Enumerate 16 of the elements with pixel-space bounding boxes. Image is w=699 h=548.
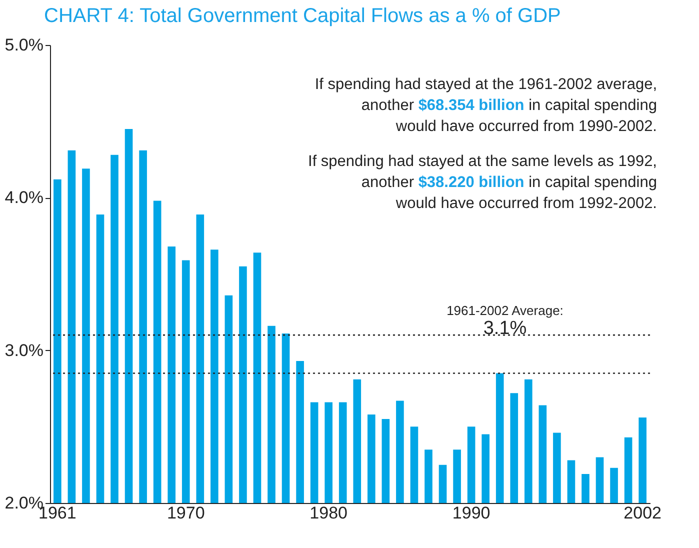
y-tick-label: 4.0%	[4, 188, 44, 208]
y-tick-label: 3.0%	[4, 340, 44, 360]
annotation: would have occurred from 1992-2002.	[394, 194, 657, 214]
y-tick-label: 5.0%	[4, 36, 44, 54]
x-tick-label: 2002	[624, 504, 662, 522]
annotation: If spending had stayed at the 1961-2002 average,	[314, 75, 657, 95]
annotation: If spending had stayed at the same levels as 1992,	[308, 152, 657, 172]
annotation: another $38.220 billion in capital spending	[360, 173, 657, 193]
ref-line-label: 1961-2002 Average:	[446, 303, 564, 318]
x-tick-label: 1980	[310, 504, 348, 522]
annotation: another $68.354 billion in capital spending	[360, 96, 657, 116]
annotation: 3.1%	[483, 318, 527, 340]
annotation: would have occurred from 1990-2002.	[394, 117, 657, 137]
chart-title: CHART 4: Total Government Capital Flows as a % of GDP	[44, 5, 561, 27]
x-tick-label: 1970	[166, 504, 205, 522]
x-tick-label: 1990	[452, 504, 490, 522]
